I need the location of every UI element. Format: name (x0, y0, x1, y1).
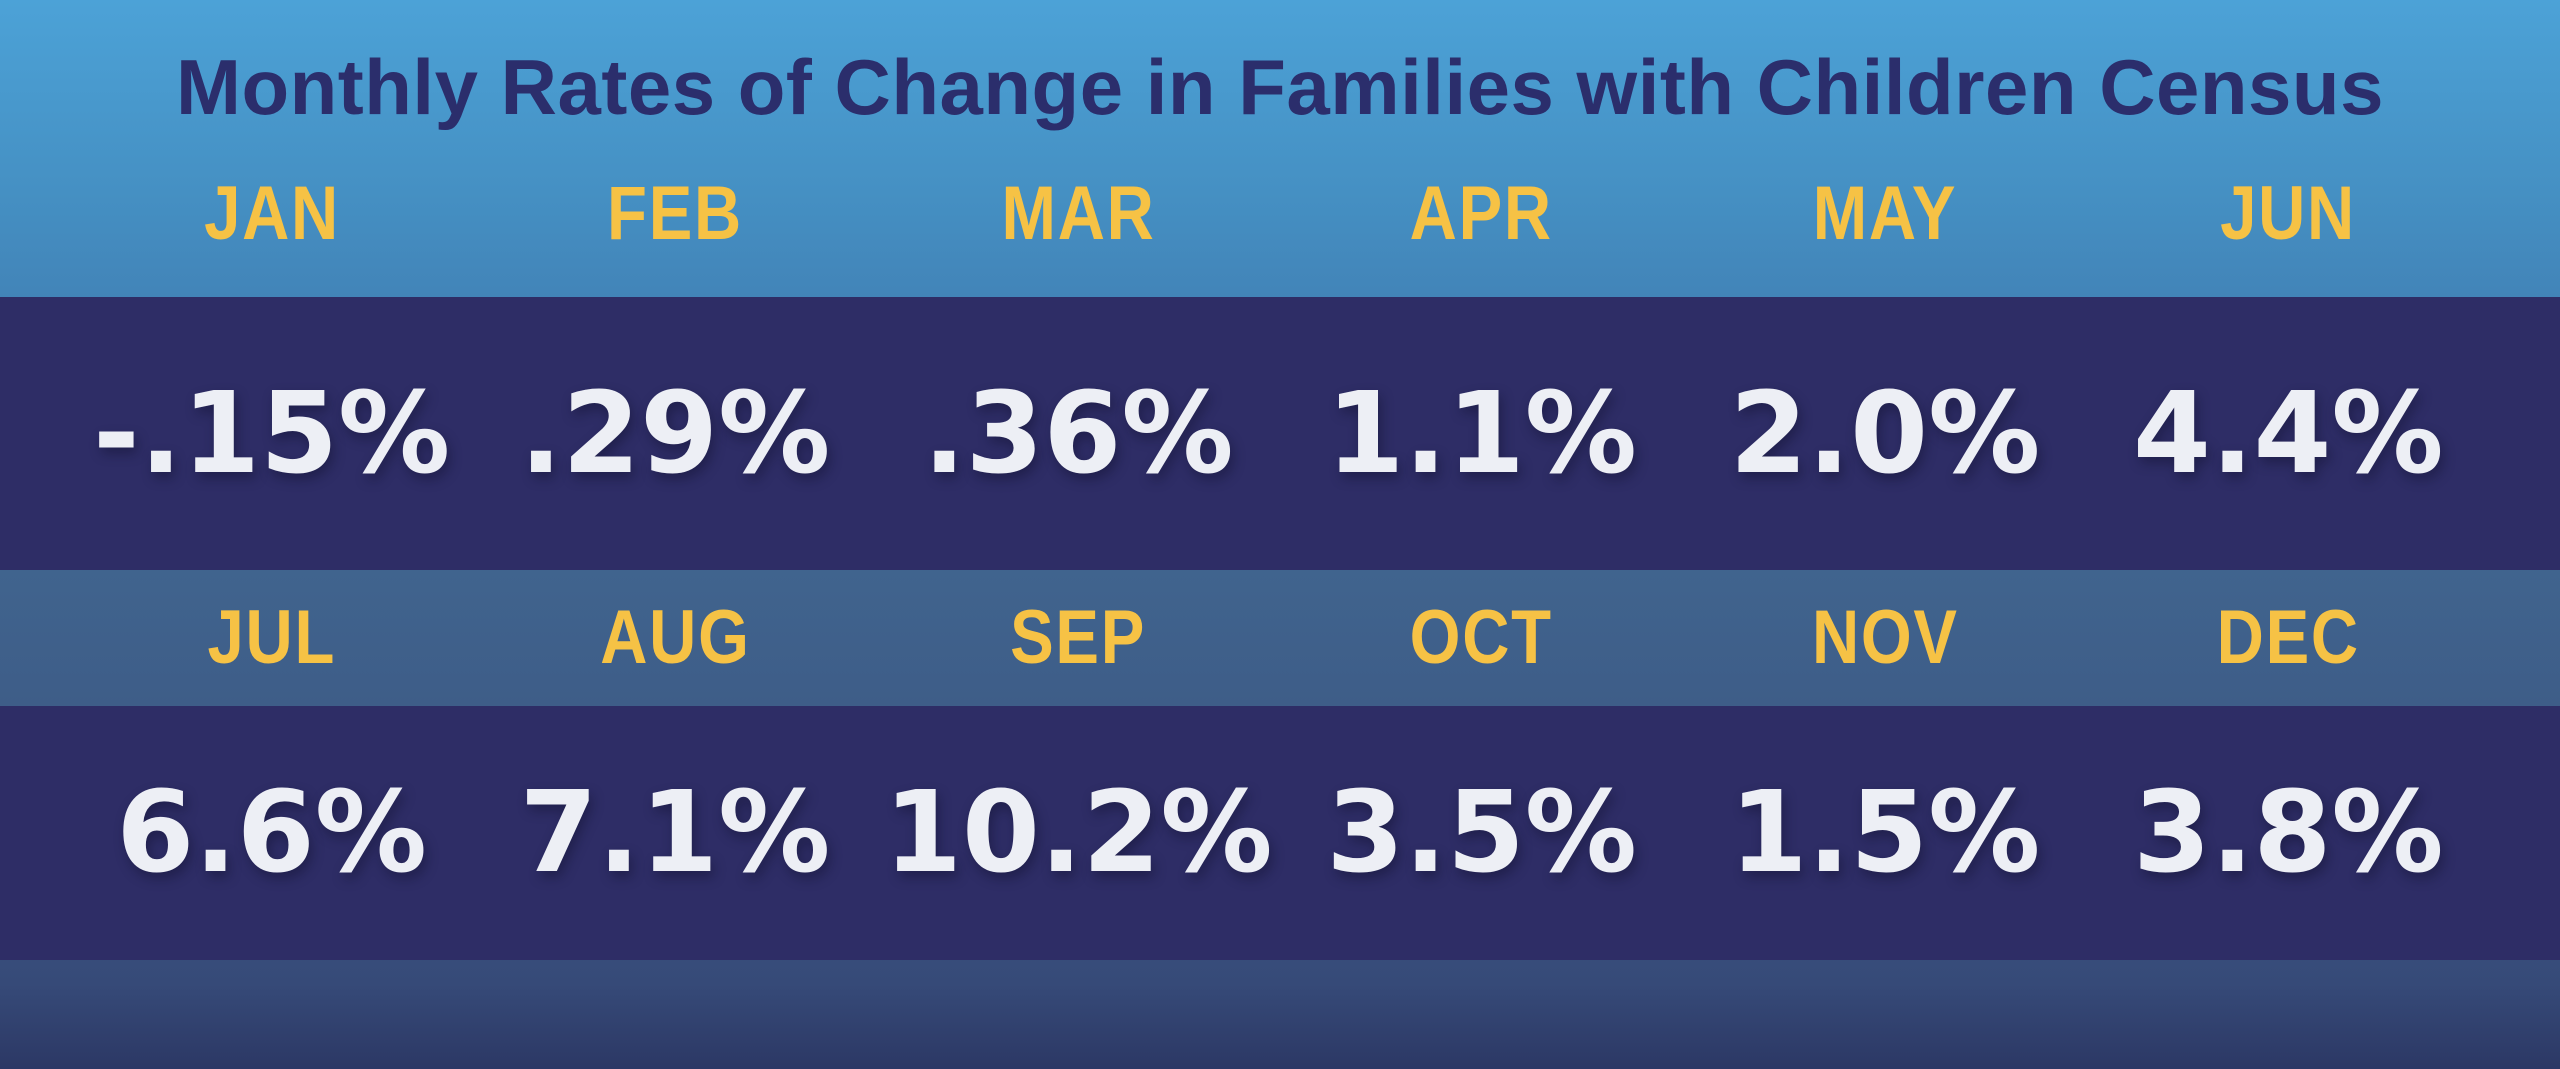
value-dec: 3.8% (2133, 768, 2444, 898)
month-may-label: MAY (1812, 171, 1958, 256)
month-feb-label: FEB (607, 171, 743, 256)
footer-gradient (0, 960, 2560, 1069)
values-row-1: -.15% .29% .36% 1.1% 2.0% 4.4% (0, 297, 2560, 570)
value-nov: 1.5% (1729, 768, 2041, 898)
months-row-1: JAN FEB MAR APR MAY JUN (0, 149, 2560, 297)
value-jan: -.15% (93, 368, 451, 499)
value-jun: 4.4% (2133, 368, 2444, 499)
value-jul: 6.6% (116, 768, 427, 898)
month-jul: JUL (70, 600, 473, 676)
month-apr: APR (1280, 176, 1683, 252)
header-section: Monthly Rates of Change in Families with… (0, 0, 2560, 297)
month-sep: SEP (877, 600, 1280, 676)
month-feb: FEB (473, 176, 876, 252)
value-sep: 10.2% (884, 768, 1273, 898)
month-nov: NOV (1683, 600, 2086, 676)
month-sep-label: SEP (1010, 595, 1147, 680)
value-mar: .36% (923, 368, 1234, 499)
month-dec: DEC (2087, 600, 2490, 676)
month-may: MAY (1683, 176, 2086, 252)
month-apr-label: APR (1410, 171, 1554, 256)
month-aug-label: AUG (599, 595, 751, 680)
value-oct: 3.5% (1326, 768, 1637, 898)
page-title: Monthly Rates of Change in Families with… (176, 43, 2384, 131)
value-feb: .29% (519, 368, 831, 499)
months-band-2: JUL AUG SEP OCT NOV DEC (0, 570, 2560, 706)
month-oct: OCT (1280, 600, 1683, 676)
month-jan-label: JAN (203, 171, 340, 256)
values-row-2: 6.6% 7.1% 10.2% 3.5% 1.5% 3.8% (0, 706, 2560, 960)
month-aug: AUG (473, 600, 876, 676)
month-oct-label: OCT (1410, 595, 1554, 680)
value-may: 2.0% (1729, 368, 2041, 499)
value-aug: 7.1% (519, 768, 831, 898)
month-dec-label: DEC (2216, 595, 2360, 680)
month-mar-label: MAR (1001, 171, 1156, 256)
month-mar: MAR (877, 176, 1280, 252)
month-nov-label: NOV (1811, 595, 1959, 680)
month-jan: JAN (70, 176, 473, 252)
month-jun: JUN (2087, 176, 2490, 252)
values-band-1: -.15% .29% .36% 1.1% 2.0% 4.4% (0, 297, 2560, 570)
month-jun-label: JUN (2220, 171, 2357, 256)
values-band-2: 6.6% 7.1% 10.2% 3.5% 1.5% 3.8% (0, 706, 2560, 960)
title-wrap: Monthly Rates of Change in Families with… (0, 0, 2560, 126)
value-apr: 1.1% (1326, 368, 1637, 499)
months-row-2: JUL AUG SEP OCT NOV DEC (0, 570, 2560, 706)
month-jul-label: JUL (207, 595, 336, 680)
